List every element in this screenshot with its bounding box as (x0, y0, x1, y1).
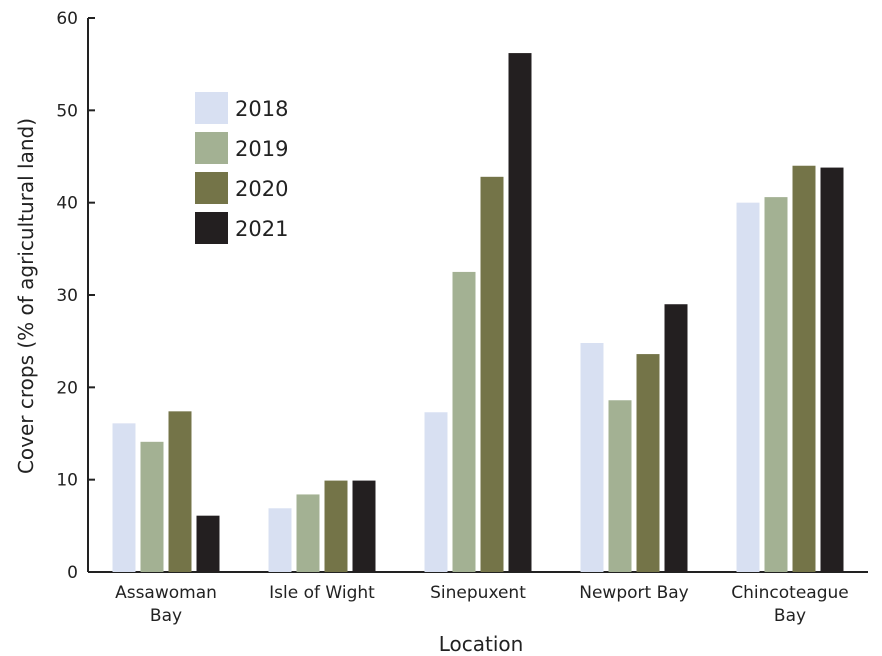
x-tick-label: Newport Bay (579, 583, 688, 603)
legend-swatch-2018 (195, 92, 228, 124)
y-axis-title: Cover crops (% of agricultural land) (14, 118, 38, 474)
bars (112, 53, 844, 573)
y-tick-label: 30 (56, 286, 78, 306)
x-tick-labels: Assawoman Bay Isle of Wight Sinepuxent Newpo… (115, 583, 849, 626)
legend: 2018 2019 2020 2021 (195, 92, 288, 244)
legend-label: 2020 (235, 177, 288, 201)
x-tick-label: Sinepuxent (430, 583, 526, 603)
bar-2021 (352, 480, 376, 572)
bar-2020 (324, 480, 348, 572)
legend-label: 2019 (235, 137, 288, 161)
bar-2018 (736, 202, 760, 572)
bar-2021 (820, 167, 844, 572)
y-tick-label: 60 (56, 9, 78, 29)
bar-2019 (296, 494, 320, 572)
legend-swatch-2021 (195, 212, 228, 244)
bar-2019 (140, 441, 164, 572)
legend-label: 2018 (235, 97, 288, 121)
bar-2020 (636, 354, 660, 572)
bar-2018 (268, 508, 292, 572)
x-axis-title: Location (439, 632, 524, 656)
bar-2018 (424, 412, 448, 572)
y-tick-label: 40 (56, 194, 78, 214)
y-tick-label: 10 (56, 471, 78, 491)
bar-2018 (580, 343, 604, 572)
bar-2020 (792, 165, 816, 572)
bar-2020 (168, 411, 192, 572)
x-tick-label: Assawoman Bay (115, 583, 217, 626)
y-tick-label: 50 (56, 101, 78, 121)
y-tick-label: 0 (67, 563, 78, 583)
bar-2019 (452, 271, 476, 572)
legend-label: 2021 (235, 217, 288, 241)
bar-2021 (508, 53, 532, 572)
y-tick-label: 20 (56, 378, 78, 398)
bar-2021 (196, 515, 220, 572)
y-axis: 0 10 20 30 40 50 60 (56, 9, 95, 583)
bar-2019 (608, 400, 632, 572)
bar-2018 (112, 423, 136, 572)
x-tick-label: Chincoteague Bay (731, 583, 848, 626)
legend-swatch-2020 (195, 172, 228, 204)
x-tick-label: Isle of Wight (269, 583, 375, 603)
bar-2020 (480, 176, 504, 572)
legend-swatch-2019 (195, 132, 228, 164)
bar-2021 (664, 304, 688, 572)
bar-2019 (764, 197, 788, 573)
